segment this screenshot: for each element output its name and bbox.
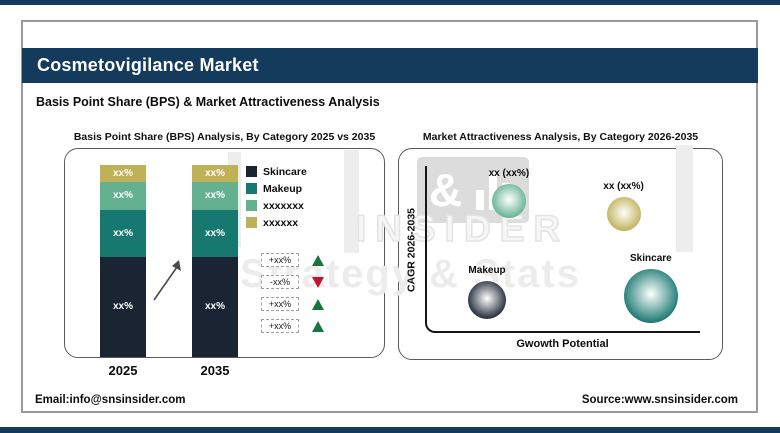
stacked-bar-2035: xx% xx% xx% xx% — [192, 165, 238, 357]
bar-segment-Makeup: xx% — [100, 209, 146, 257]
delta-row: -xx% — [261, 275, 324, 289]
bubble-label: xx (xx%) — [603, 181, 644, 193]
legend-item: Skincare — [246, 165, 307, 178]
legend-item: xxxxxx — [246, 216, 307, 229]
page-title: Cosmetovigilance Market — [37, 55, 259, 75]
stacked-bar-2025: xx% xx% xx% xx% — [100, 165, 146, 357]
legend-label: Skincare — [263, 165, 307, 178]
footer-source: Source:www.snsinsider.com — [581, 394, 738, 406]
bar-segment-xxxxxxx: xx% — [192, 181, 238, 210]
page-subtitle: Basis Point Share (BPS) & Market Attract… — [36, 95, 380, 109]
delta-row: +xx% — [261, 319, 324, 333]
delta-value-box: -xx% — [261, 275, 299, 289]
bubble-label: xx (xx%) — [488, 168, 530, 180]
legend-label: xxxxxx — [263, 216, 299, 229]
trend-arrow-icon — [153, 260, 181, 301]
bubble-xx-xx- — [606, 197, 641, 232]
title-bar: Cosmetovigilance Market — [22, 48, 758, 83]
x-axis-label: Gwowth Potential — [516, 338, 609, 350]
delta-value-box: +xx% — [261, 319, 299, 333]
top-brand-strip — [0, 0, 780, 5]
bar-segment-Makeup: xx% — [192, 209, 238, 257]
up-triangle-icon — [312, 320, 324, 332]
axes — [425, 166, 700, 333]
delta-row: +xx% — [261, 297, 324, 311]
bubble-label: Skincare — [630, 253, 672, 265]
legend-label: xxxxxxx — [263, 199, 304, 212]
legend-swatch-icon — [246, 183, 257, 194]
footer-email: Email:info@snsinsider.com — [35, 394, 186, 406]
bar-segment-xxxxxx: xx% — [192, 165, 238, 182]
legend: Skincare Makeup xxxxxxx xxxxxx — [246, 165, 307, 229]
bubble-makeup — [468, 280, 507, 319]
bar-segment-Skincare: xx% — [192, 256, 238, 357]
delta-row: +xx% — [261, 253, 324, 267]
attractiveness-chart: CAGR 2026-2035 Gwowth Potential xx (xx%)… — [398, 148, 723, 360]
legend-swatch-icon — [246, 200, 257, 211]
up-triangle-icon — [312, 298, 324, 310]
bar-segment-xxxxxx: xx% — [100, 165, 146, 182]
legend-item: xxxxxxx — [246, 199, 307, 212]
delta-list: +xx% -xx% +xx% +xx% — [261, 253, 324, 333]
legend-swatch-icon — [246, 166, 257, 177]
up-triangle-icon — [312, 254, 324, 266]
bar-segment-Skincare: xx% — [100, 256, 146, 357]
category-label-2035: 2035 — [200, 363, 230, 378]
bps-chart-title: Basis Point Share (BPS) Analysis, By Cat… — [73, 131, 376, 143]
bubble-xx-xx- — [491, 184, 526, 219]
bottom-brand-strip — [0, 427, 780, 433]
bps-chart: xx% xx% xx% xx% xx% xx% xx% xx% Skincare Makeup… — [64, 148, 385, 378]
bar-segment-xxxxxxx: xx% — [100, 181, 146, 210]
delta-value-box: +xx% — [261, 297, 299, 311]
attractiveness-chart-title: Market Attractiveness Analysis, By Categ… — [422, 131, 699, 143]
legend-label: Makeup — [263, 182, 303, 195]
y-axis-label: CAGR 2026-2035 — [405, 207, 418, 293]
category-label-2025: 2025 — [108, 363, 138, 378]
bubble-skincare — [623, 269, 678, 324]
down-triangle-icon — [312, 276, 324, 288]
legend-swatch-icon — [246, 217, 257, 228]
legend-item: Makeup — [246, 182, 307, 195]
delta-value-box: +xx% — [261, 253, 299, 267]
bubble-label: Makeup — [468, 264, 506, 276]
